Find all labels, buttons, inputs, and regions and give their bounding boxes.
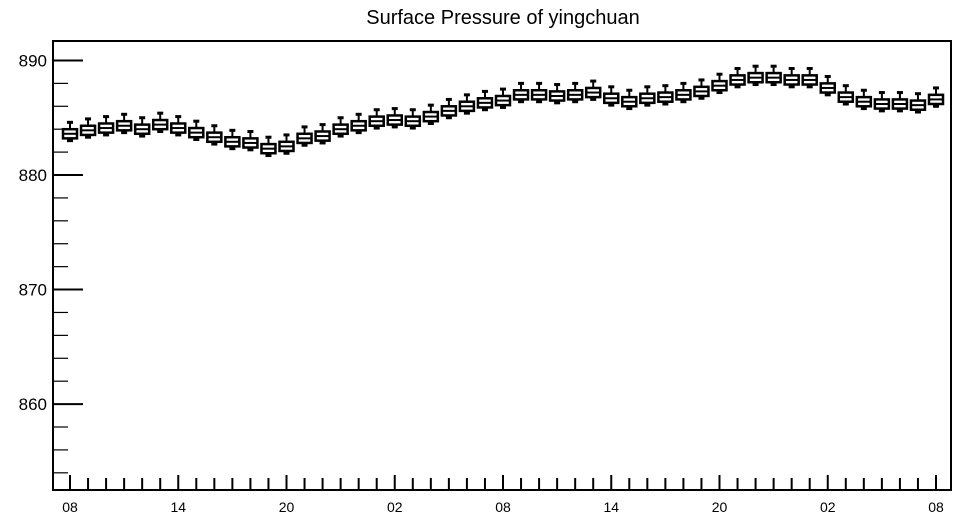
chart-title: Surface Pressure of yingchuan <box>366 7 640 29</box>
box-item <box>422 103 440 125</box>
x-tick-labels: 08 14 20 02 08 14 20 02 08 <box>62 499 944 515</box>
y-tick-label: 880 <box>19 166 47 185</box>
box-item <box>188 119 205 142</box>
y-major-ticks <box>53 59 83 406</box>
box-item <box>801 66 818 89</box>
box-item <box>79 117 97 139</box>
box-item <box>711 72 728 95</box>
x-tick-label: 08 <box>495 499 511 515</box>
y-minor-ticks <box>53 82 68 474</box>
box-item <box>224 128 241 151</box>
box-item <box>386 107 403 129</box>
y-tick-label: 870 <box>19 281 47 300</box>
box-series <box>61 64 945 158</box>
box-item <box>314 123 331 145</box>
box-item <box>729 66 746 89</box>
box-item <box>242 129 259 152</box>
x-tick-label: 20 <box>712 499 728 515</box>
box-item <box>440 97 458 120</box>
box-item <box>621 88 638 111</box>
box-item <box>404 108 422 130</box>
box-item <box>151 111 169 133</box>
box-item <box>530 81 548 104</box>
box-item <box>115 112 133 135</box>
x-tick-label: 20 <box>279 499 295 515</box>
y-tick-label: 890 <box>19 51 47 70</box>
x-tick-label: 14 <box>170 499 186 515</box>
box-item <box>296 125 313 147</box>
box-item <box>747 64 764 87</box>
box-item <box>855 88 873 111</box>
box-item <box>765 64 782 87</box>
box-item <box>675 81 692 104</box>
box-item <box>61 120 79 143</box>
x-tick-label: 08 <box>928 499 944 515</box>
x-tick-label: 02 <box>820 499 836 515</box>
box-item <box>260 135 277 158</box>
x-tick-label: 08 <box>62 499 78 515</box>
box-item <box>350 112 367 135</box>
box-item <box>873 91 891 113</box>
box-item <box>693 78 710 100</box>
y-tick-labels: 860 870 880 890 <box>19 51 47 414</box>
box-item <box>133 116 151 138</box>
box-item <box>603 85 620 107</box>
box-item <box>819 75 836 97</box>
box-item <box>476 89 494 112</box>
box-item <box>170 115 187 137</box>
box-item <box>97 115 115 137</box>
box-item <box>278 133 295 155</box>
box-item <box>891 91 909 113</box>
box-item <box>639 85 656 107</box>
x-tick-label: 14 <box>603 499 619 515</box>
box-item <box>548 83 566 105</box>
box-item <box>494 87 512 109</box>
box-item <box>657 84 674 106</box>
box-item <box>368 108 385 130</box>
box-item <box>584 79 602 101</box>
box-item <box>783 66 800 89</box>
y-tick-label: 860 <box>19 395 47 414</box>
x-ticks <box>69 475 937 490</box>
box-item <box>566 81 584 104</box>
box-item <box>458 93 476 115</box>
box-item <box>206 124 223 146</box>
x-tick-label: 02 <box>387 499 403 515</box>
box-item <box>512 81 530 104</box>
box-item <box>909 92 927 114</box>
box-item <box>927 86 945 108</box>
box-item <box>332 116 349 138</box>
box-item <box>837 84 855 106</box>
